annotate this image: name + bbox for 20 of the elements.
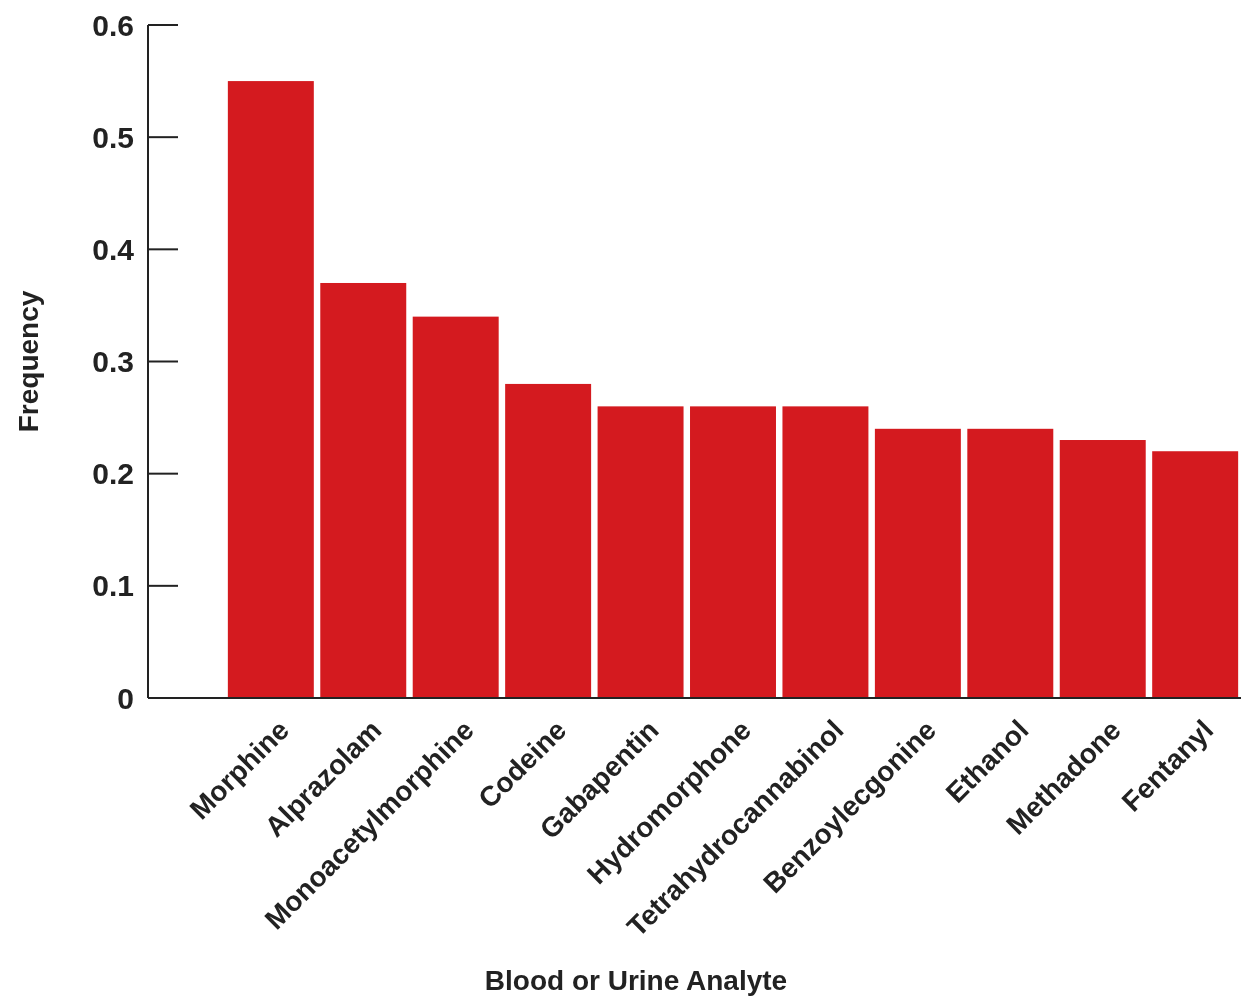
bar	[597, 406, 684, 698]
y-tick-label: 0.6	[92, 8, 134, 42]
y-tick-label: 0.3	[92, 345, 134, 378]
bar	[227, 81, 314, 698]
bar	[320, 282, 407, 698]
bar	[412, 316, 499, 698]
bar	[690, 406, 776, 698]
bar	[874, 428, 961, 698]
bar	[505, 383, 592, 698]
y-axis-title: Frequency	[13, 290, 44, 433]
y-tick-label: 0.1	[92, 569, 134, 603]
y-tick-label: 0	[117, 681, 134, 715]
y-tick-label: 0.4	[92, 232, 135, 266]
x-axis-title: Blood or Urine Analyte	[484, 965, 788, 996]
y-tick-label: 0.2	[92, 457, 134, 491]
bar	[967, 428, 1054, 698]
y-tick-label: 0.5	[92, 120, 134, 154]
bar	[782, 406, 869, 698]
bar	[1059, 440, 1146, 698]
bar	[1152, 451, 1239, 698]
